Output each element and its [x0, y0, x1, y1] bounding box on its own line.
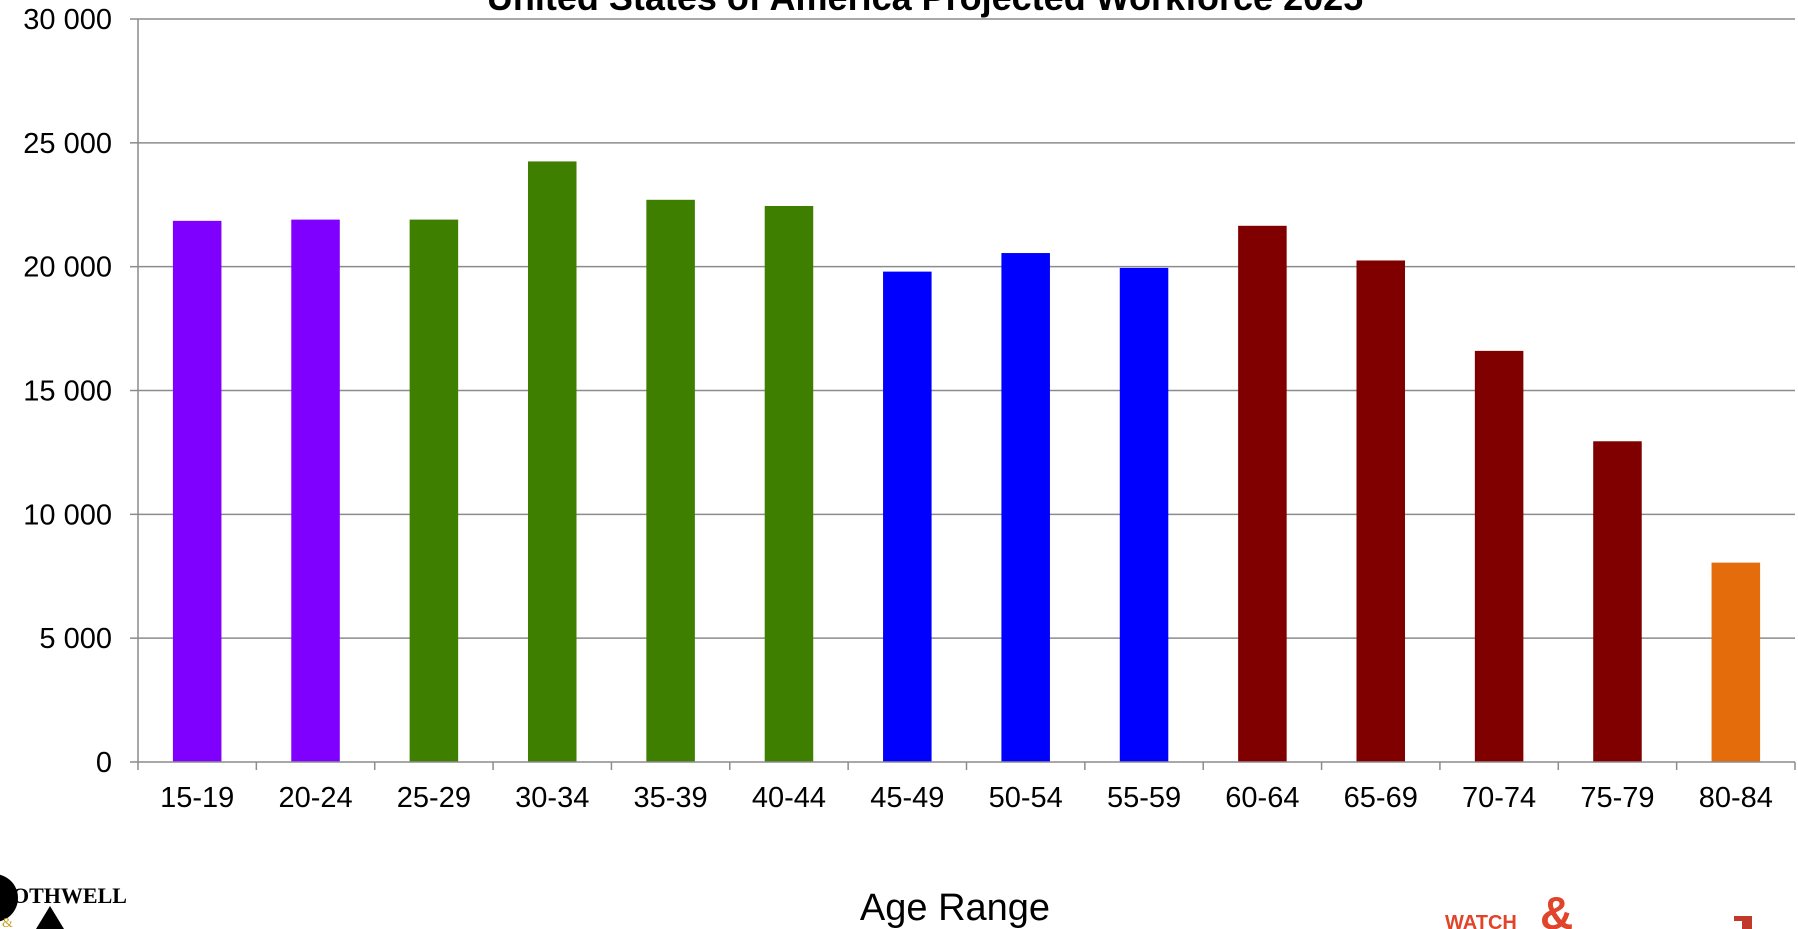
x-tick-label: 40-44	[752, 782, 826, 814]
x-tick-label: 30-34	[515, 782, 589, 814]
bar-70-74	[1474, 350, 1524, 762]
bar-40-44	[764, 205, 814, 762]
red-mark-icon	[1742, 916, 1752, 929]
y-tick-label: 5 000	[39, 623, 112, 655]
gridlines	[138, 18, 1795, 639]
tick-labels: 0 5 000 10 000 15 000 20 000 25 000 30 000 15-1…	[23, 4, 1773, 814]
bar-65-69	[1356, 260, 1406, 762]
bar-15-19	[172, 220, 222, 762]
x-tick-label: 25-29	[397, 782, 471, 814]
right-logo-text: WATCH	[1445, 912, 1517, 929]
logo-ampersand-icon: &	[2, 916, 13, 929]
logo-circle-icon	[0, 874, 18, 922]
chart-title: United States of America Projected Workf…	[487, 0, 1363, 18]
x-tick-label: 45-49	[870, 782, 944, 814]
left-logo: OTHWELL &	[0, 874, 127, 929]
bar-45-49	[883, 271, 932, 762]
spade-logo-icon	[36, 906, 64, 929]
red-mark-top-icon	[1734, 916, 1748, 921]
bar-75-79	[1593, 441, 1642, 762]
x-tick-label: 75-79	[1580, 782, 1654, 814]
y-tick-label: 10 000	[23, 499, 112, 531]
x-tick-label: 70-74	[1462, 782, 1536, 814]
bars	[172, 161, 1761, 763]
x-tick-label: 50-54	[989, 782, 1063, 814]
bar-20-24	[291, 219, 340, 763]
bar-50-54	[1001, 253, 1050, 763]
x-tick-label: 80-84	[1699, 782, 1773, 814]
bar-35-39	[646, 199, 695, 763]
bar-80-84	[1711, 562, 1761, 762]
x-axis-title: Age Range	[860, 887, 1050, 929]
x-tick-label: 35-39	[634, 782, 708, 814]
x-tick-label: 60-64	[1225, 782, 1299, 814]
x-tick-label: 65-69	[1344, 782, 1418, 814]
bar-55-59	[1119, 267, 1169, 762]
y-tick-label: 15 000	[23, 376, 112, 408]
x-tick-label: 20-24	[278, 782, 352, 814]
axes	[130, 18, 1796, 770]
bar-60-64	[1238, 225, 1287, 763]
y-tick-label: 0	[96, 747, 112, 779]
x-tick-label: 15-19	[160, 782, 234, 814]
x-tick-label: 55-59	[1107, 782, 1181, 814]
bar-25-29	[409, 219, 459, 763]
y-tick-label: 30 000	[23, 4, 112, 36]
bar-30-34	[527, 161, 577, 763]
ampersand-logo-icon: &	[1540, 887, 1573, 929]
right-logo: WATCH &	[1445, 887, 1752, 929]
left-logo-text: OTHWELL	[12, 883, 127, 908]
y-tick-label: 25 000	[23, 128, 112, 160]
y-tick-label: 20 000	[23, 252, 112, 284]
